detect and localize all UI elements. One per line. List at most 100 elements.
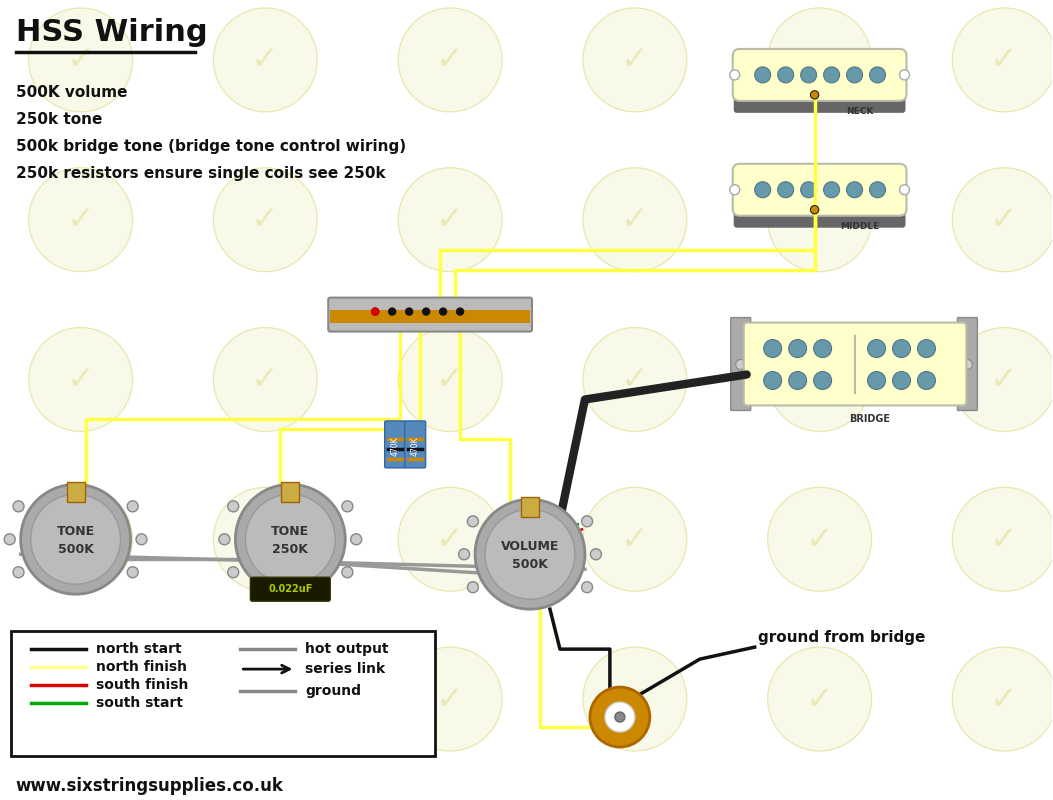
- Text: ✓: ✓: [621, 203, 649, 236]
- Text: ✓: ✓: [436, 363, 464, 396]
- Circle shape: [800, 182, 817, 198]
- Text: 250k tone: 250k tone: [16, 112, 102, 127]
- Circle shape: [372, 308, 379, 315]
- Circle shape: [812, 206, 817, 213]
- Circle shape: [800, 67, 817, 83]
- Circle shape: [227, 501, 239, 512]
- Circle shape: [811, 91, 818, 99]
- Text: ✓: ✓: [436, 43, 464, 77]
- Circle shape: [768, 487, 872, 591]
- Circle shape: [768, 168, 872, 272]
- Text: north finish: north finish: [96, 660, 186, 674]
- Circle shape: [768, 8, 872, 112]
- Circle shape: [730, 70, 739, 80]
- Text: 250K: 250K: [273, 542, 309, 556]
- FancyBboxPatch shape: [731, 318, 751, 410]
- Text: ✓: ✓: [621, 522, 649, 556]
- Circle shape: [468, 582, 478, 593]
- Circle shape: [583, 168, 687, 272]
- Text: ✓: ✓: [806, 522, 834, 556]
- Text: ground from bridge: ground from bridge: [758, 630, 926, 645]
- FancyBboxPatch shape: [733, 164, 907, 216]
- Circle shape: [236, 484, 345, 594]
- Text: ✓: ✓: [621, 43, 649, 77]
- Text: ground: ground: [305, 684, 361, 698]
- Circle shape: [13, 566, 24, 578]
- Circle shape: [870, 182, 886, 198]
- Text: ✓: ✓: [66, 43, 95, 77]
- Circle shape: [952, 647, 1053, 751]
- Text: TONE: TONE: [57, 525, 95, 538]
- Text: ✓: ✓: [66, 682, 95, 715]
- Circle shape: [893, 371, 911, 390]
- FancyBboxPatch shape: [743, 322, 967, 406]
- Text: 0.022uF: 0.022uF: [269, 584, 313, 594]
- Text: ✓: ✓: [991, 682, 1018, 715]
- Circle shape: [591, 549, 601, 560]
- Circle shape: [763, 371, 781, 390]
- Circle shape: [899, 185, 910, 194]
- Circle shape: [459, 549, 470, 560]
- Circle shape: [789, 371, 807, 390]
- Circle shape: [763, 339, 781, 358]
- Text: ✓: ✓: [991, 363, 1018, 396]
- Circle shape: [127, 566, 138, 578]
- Circle shape: [372, 308, 379, 315]
- Text: ✓: ✓: [66, 522, 95, 556]
- Circle shape: [219, 534, 230, 545]
- Text: ✓: ✓: [436, 203, 464, 236]
- Circle shape: [342, 566, 353, 578]
- Circle shape: [868, 339, 886, 358]
- Circle shape: [28, 8, 133, 112]
- Circle shape: [778, 182, 794, 198]
- Circle shape: [847, 182, 862, 198]
- Circle shape: [214, 168, 317, 272]
- Circle shape: [615, 712, 624, 722]
- Circle shape: [439, 308, 446, 315]
- Circle shape: [847, 67, 862, 83]
- FancyBboxPatch shape: [957, 318, 977, 410]
- Text: MIDDLE: MIDDLE: [840, 222, 879, 231]
- FancyBboxPatch shape: [404, 421, 425, 468]
- Circle shape: [823, 67, 839, 83]
- Circle shape: [581, 516, 593, 527]
- Circle shape: [581, 582, 593, 593]
- Circle shape: [227, 566, 239, 578]
- Circle shape: [736, 359, 746, 370]
- Circle shape: [21, 484, 131, 594]
- Text: ✓: ✓: [436, 682, 464, 715]
- FancyBboxPatch shape: [384, 421, 405, 468]
- Circle shape: [468, 516, 478, 527]
- Bar: [281, 482, 299, 502]
- Text: south start: south start: [96, 696, 182, 710]
- Circle shape: [398, 647, 502, 751]
- Circle shape: [811, 206, 818, 214]
- Circle shape: [136, 534, 147, 545]
- Text: ✓: ✓: [806, 203, 834, 236]
- Bar: [66, 482, 84, 502]
- Text: HSS Wiring: HSS Wiring: [16, 18, 207, 47]
- Text: ✓: ✓: [66, 363, 95, 396]
- Circle shape: [604, 702, 635, 732]
- Text: ✓: ✓: [806, 682, 834, 715]
- Circle shape: [214, 487, 317, 591]
- Bar: [11, 631, 435, 756]
- Circle shape: [583, 327, 687, 431]
- FancyBboxPatch shape: [733, 49, 907, 101]
- Text: BRIDGE: BRIDGE: [849, 414, 890, 425]
- Circle shape: [768, 327, 872, 431]
- Text: ✓: ✓: [66, 203, 95, 236]
- Text: series link: series link: [305, 662, 385, 676]
- Circle shape: [812, 92, 817, 98]
- FancyBboxPatch shape: [251, 578, 331, 602]
- Text: 250k resistors ensure single coils see 250k: 250k resistors ensure single coils see 2…: [16, 166, 385, 181]
- Circle shape: [952, 168, 1053, 272]
- Circle shape: [405, 308, 413, 315]
- Text: ✓: ✓: [806, 43, 834, 77]
- Circle shape: [28, 327, 133, 431]
- Circle shape: [31, 494, 120, 584]
- Circle shape: [814, 339, 832, 358]
- Circle shape: [127, 501, 138, 512]
- Circle shape: [28, 487, 133, 591]
- Circle shape: [245, 494, 335, 584]
